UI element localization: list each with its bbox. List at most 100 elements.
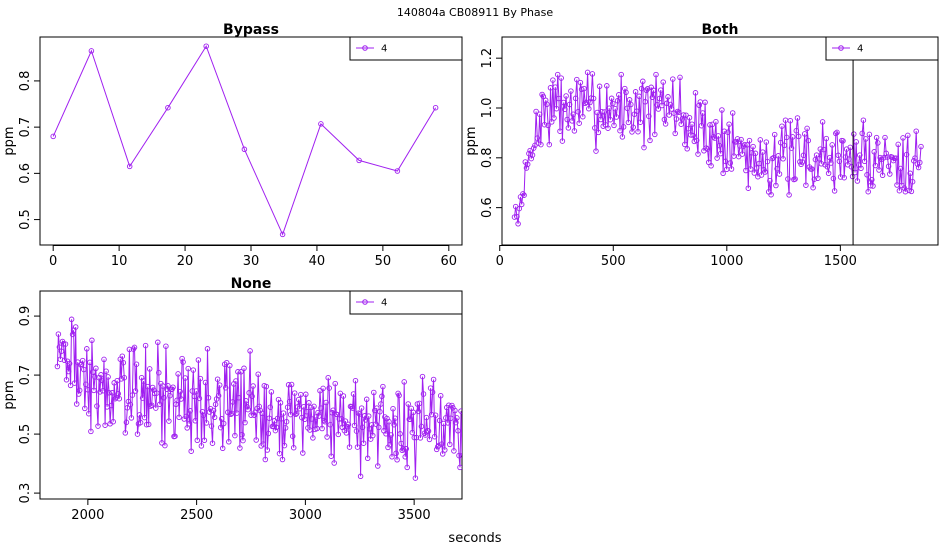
data-point-none — [326, 385, 332, 391]
data-point-both — [903, 151, 910, 158]
data-point-none — [435, 442, 442, 449]
data-point-both — [641, 144, 647, 151]
data-point-both — [595, 129, 602, 136]
y-tick-label-both: 1.2 — [480, 48, 495, 69]
data-point-both — [719, 107, 725, 113]
data-point-both — [581, 85, 587, 92]
data-point-both — [673, 116, 680, 122]
data-point-both — [577, 79, 584, 86]
data-point-none — [292, 411, 299, 418]
data-point-none — [348, 403, 355, 410]
data-point-none — [219, 445, 226, 452]
x-tick-label-none: 3000 — [289, 508, 322, 523]
data-point-both — [684, 146, 690, 152]
data-point-bypass — [279, 231, 286, 238]
data-point-none — [283, 418, 290, 425]
x-tick-label-both: 500 — [601, 254, 626, 269]
data-point-both — [781, 142, 788, 149]
data-point-none — [148, 402, 155, 408]
data-point-none — [60, 341, 67, 347]
data-point-none — [58, 348, 65, 354]
data-point-both — [690, 132, 696, 139]
plot-frame-both — [501, 36, 939, 246]
data-point-both — [668, 106, 675, 112]
data-point-none — [404, 464, 410, 471]
data-point-none — [236, 395, 242, 401]
data-point-both — [771, 131, 778, 138]
data-point-both — [699, 110, 706, 116]
data-point-none — [405, 401, 411, 407]
data-point-bypass — [88, 48, 95, 54]
data-point-both — [520, 191, 526, 197]
data-point-both — [617, 127, 623, 134]
data-point-both — [848, 164, 855, 170]
data-point-both — [829, 142, 835, 148]
data-point-both — [744, 142, 750, 148]
data-point-both — [614, 98, 621, 104]
data-point-none — [438, 441, 445, 447]
data-point-none — [357, 473, 364, 480]
data-point-none — [201, 437, 208, 444]
data-point-both — [727, 160, 734, 166]
data-point-none — [353, 428, 360, 434]
data-point-none — [418, 423, 425, 430]
data-point-none — [215, 392, 222, 399]
data-point-both — [652, 131, 658, 138]
plot-frame-bypass — [39, 36, 463, 246]
data-point-both — [875, 140, 881, 146]
data-point-both — [548, 119, 555, 125]
data-point-bypass — [241, 146, 248, 153]
data-point-none — [188, 448, 194, 454]
data-point-both — [881, 155, 887, 161]
data-point-both — [544, 101, 550, 108]
data-point-both — [794, 115, 801, 121]
data-point-none — [455, 428, 461, 434]
data-point-both — [823, 135, 830, 142]
data-point-none — [295, 396, 302, 403]
data-point-none — [67, 382, 74, 389]
data-point-none — [211, 414, 218, 421]
data-point-both — [559, 138, 566, 144]
data-point-both — [618, 71, 624, 78]
data-point-none — [416, 400, 423, 407]
data-point-none — [127, 401, 134, 408]
data-point-both — [785, 176, 791, 182]
data-point-none — [238, 369, 244, 375]
data-point-bypass — [50, 133, 56, 140]
y-tick-label-bypass: 0.5 — [18, 209, 33, 230]
data-point-none — [205, 395, 212, 401]
data-point-both — [795, 133, 802, 140]
data-point-both — [870, 183, 876, 189]
data-point-both — [745, 185, 752, 191]
data-point-both — [646, 113, 652, 119]
data-point-both — [810, 184, 816, 191]
data-point-both — [861, 158, 868, 165]
data-point-none — [349, 405, 356, 411]
plot-area-bypass — [50, 43, 439, 238]
data-point-none — [259, 410, 265, 417]
data-point-none — [112, 395, 118, 402]
data-point-both — [619, 134, 626, 140]
data-point-none — [202, 379, 209, 386]
data-point-both — [866, 131, 873, 138]
data-point-both — [854, 178, 861, 184]
data-point-none — [105, 374, 111, 380]
data-point-none — [413, 434, 420, 441]
data-point-none — [364, 455, 371, 462]
data-point-none — [415, 408, 422, 415]
data-point-both — [604, 83, 610, 89]
data-point-none — [141, 414, 148, 421]
data-point-none — [180, 359, 186, 365]
legend-bypass: 4 — [349, 36, 463, 61]
data-point-both — [876, 167, 882, 173]
y-tick-label-none: 0.5 — [18, 424, 33, 445]
data-point-both — [897, 165, 904, 172]
data-point-none — [300, 450, 306, 456]
data-point-none — [434, 444, 441, 450]
data-point-both — [574, 76, 580, 83]
data-point-none — [437, 392, 444, 399]
data-point-both — [569, 118, 575, 124]
data-point-none — [446, 402, 452, 408]
data-point-both — [909, 178, 916, 185]
data-point-none — [239, 431, 245, 438]
